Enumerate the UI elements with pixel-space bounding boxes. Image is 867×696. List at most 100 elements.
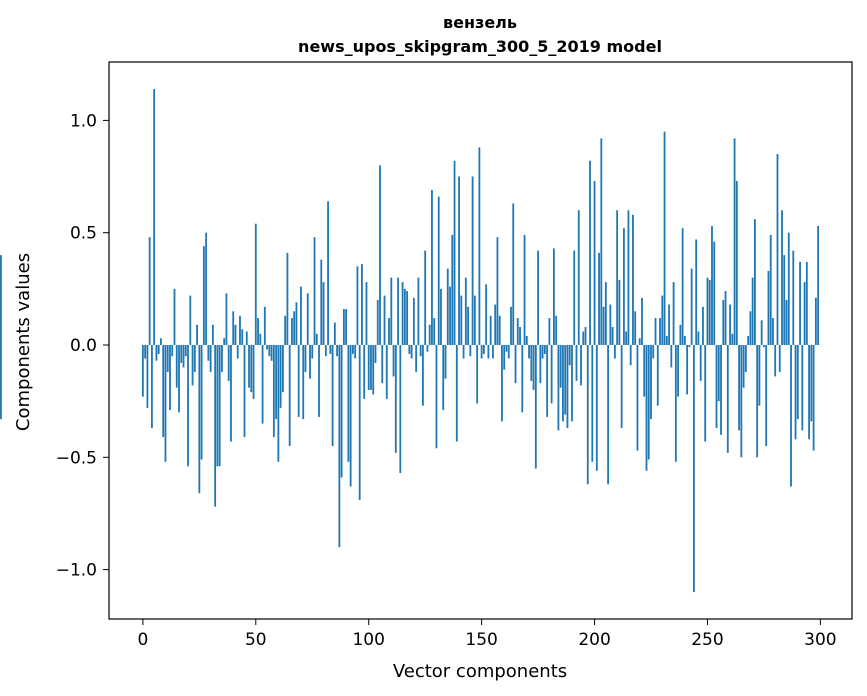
x-tick-label: 150: [465, 630, 497, 650]
bar: [620, 344, 623, 429]
bar: [519, 327, 521, 345]
bar: [627, 210, 630, 345]
y-tick-label: −0.5: [56, 448, 97, 468]
bar: [322, 282, 325, 345]
bar: [720, 344, 722, 435]
bar: [534, 344, 537, 469]
bar: [250, 344, 253, 393]
bar: [548, 318, 551, 345]
bar: [611, 327, 614, 345]
bar: [498, 315, 501, 345]
bar: [460, 295, 463, 345]
x-tick-label: 0: [137, 630, 148, 650]
bar: [193, 344, 196, 372]
bar: [243, 344, 246, 438]
bar: [571, 344, 573, 422]
bar: [812, 344, 815, 451]
bar: [227, 344, 230, 381]
bar: [618, 279, 621, 345]
bar: [530, 344, 533, 381]
bar: [207, 344, 210, 361]
bar: [659, 318, 661, 345]
bar: [787, 232, 790, 345]
bar: [654, 318, 657, 345]
bar: [634, 311, 637, 345]
bar: [704, 344, 707, 442]
bar: [467, 306, 469, 345]
bar: [358, 344, 361, 500]
bar: [191, 344, 194, 386]
bar: [309, 344, 311, 379]
bar: [817, 225, 820, 345]
bar: [510, 306, 512, 345]
bar: [379, 165, 381, 345]
bar: [245, 331, 248, 345]
bar: [674, 344, 677, 462]
bar: [562, 344, 564, 422]
bar: [645, 344, 648, 471]
bar: [629, 344, 632, 366]
chart-subtitle: news_upos_skipgram_300_5_2019 model: [298, 37, 662, 56]
bar: [281, 344, 284, 393]
x-tick-label: 100: [352, 630, 384, 650]
y-tick-label: 0.0: [70, 336, 97, 356]
bar: [458, 176, 460, 345]
bar: [169, 344, 171, 411]
bar: [715, 344, 718, 429]
bar: [803, 282, 806, 345]
bar: [236, 344, 239, 359]
bar: [652, 344, 655, 359]
bar: [288, 344, 291, 447]
bar: [178, 344, 180, 413]
bar: [444, 344, 447, 379]
bar: [300, 286, 302, 345]
bar: [428, 324, 431, 345]
bar: [214, 344, 217, 507]
bar: [494, 304, 497, 345]
bar: [367, 344, 370, 390]
bar: [390, 277, 393, 345]
bar: [164, 344, 167, 462]
bar: [681, 228, 684, 345]
bar: [291, 318, 293, 345]
bar: [706, 277, 709, 345]
x-tick-label: 200: [578, 630, 610, 650]
bar: [595, 344, 598, 471]
x-tick-label: 300: [804, 630, 836, 650]
bar: [279, 344, 282, 408]
bar: [647, 344, 650, 460]
x-axis-ticks: 0 50 100 150 200 250 300: [137, 619, 837, 650]
bar: [352, 344, 354, 354]
bar: [182, 344, 185, 368]
bar: [311, 344, 314, 359]
bar: [160, 338, 162, 345]
bar: [451, 234, 454, 345]
bar: [724, 291, 727, 345]
bar: [575, 344, 578, 381]
bar: [370, 344, 372, 390]
bar: [462, 344, 465, 359]
bars-group: [0, 88, 820, 593]
bar: [550, 344, 553, 404]
bar: [406, 291, 409, 345]
bar: [162, 344, 165, 438]
bar: [0, 255, 2, 345]
bar: [408, 344, 411, 354]
bar: [424, 250, 427, 345]
bar: [636, 344, 639, 451]
bar: [747, 336, 750, 345]
bar: [234, 324, 237, 345]
bar: [482, 344, 485, 354]
bar: [539, 344, 542, 384]
bar: [566, 344, 569, 429]
bar: [376, 300, 379, 345]
bar: [347, 344, 350, 462]
bar: [270, 344, 273, 361]
bar: [528, 344, 530, 359]
bar: [365, 282, 368, 345]
bar: [449, 286, 451, 345]
x-tick-label: 250: [691, 630, 723, 650]
y-tick-label: 0.5: [70, 224, 97, 244]
bar: [153, 88, 156, 345]
bar: [749, 311, 752, 345]
